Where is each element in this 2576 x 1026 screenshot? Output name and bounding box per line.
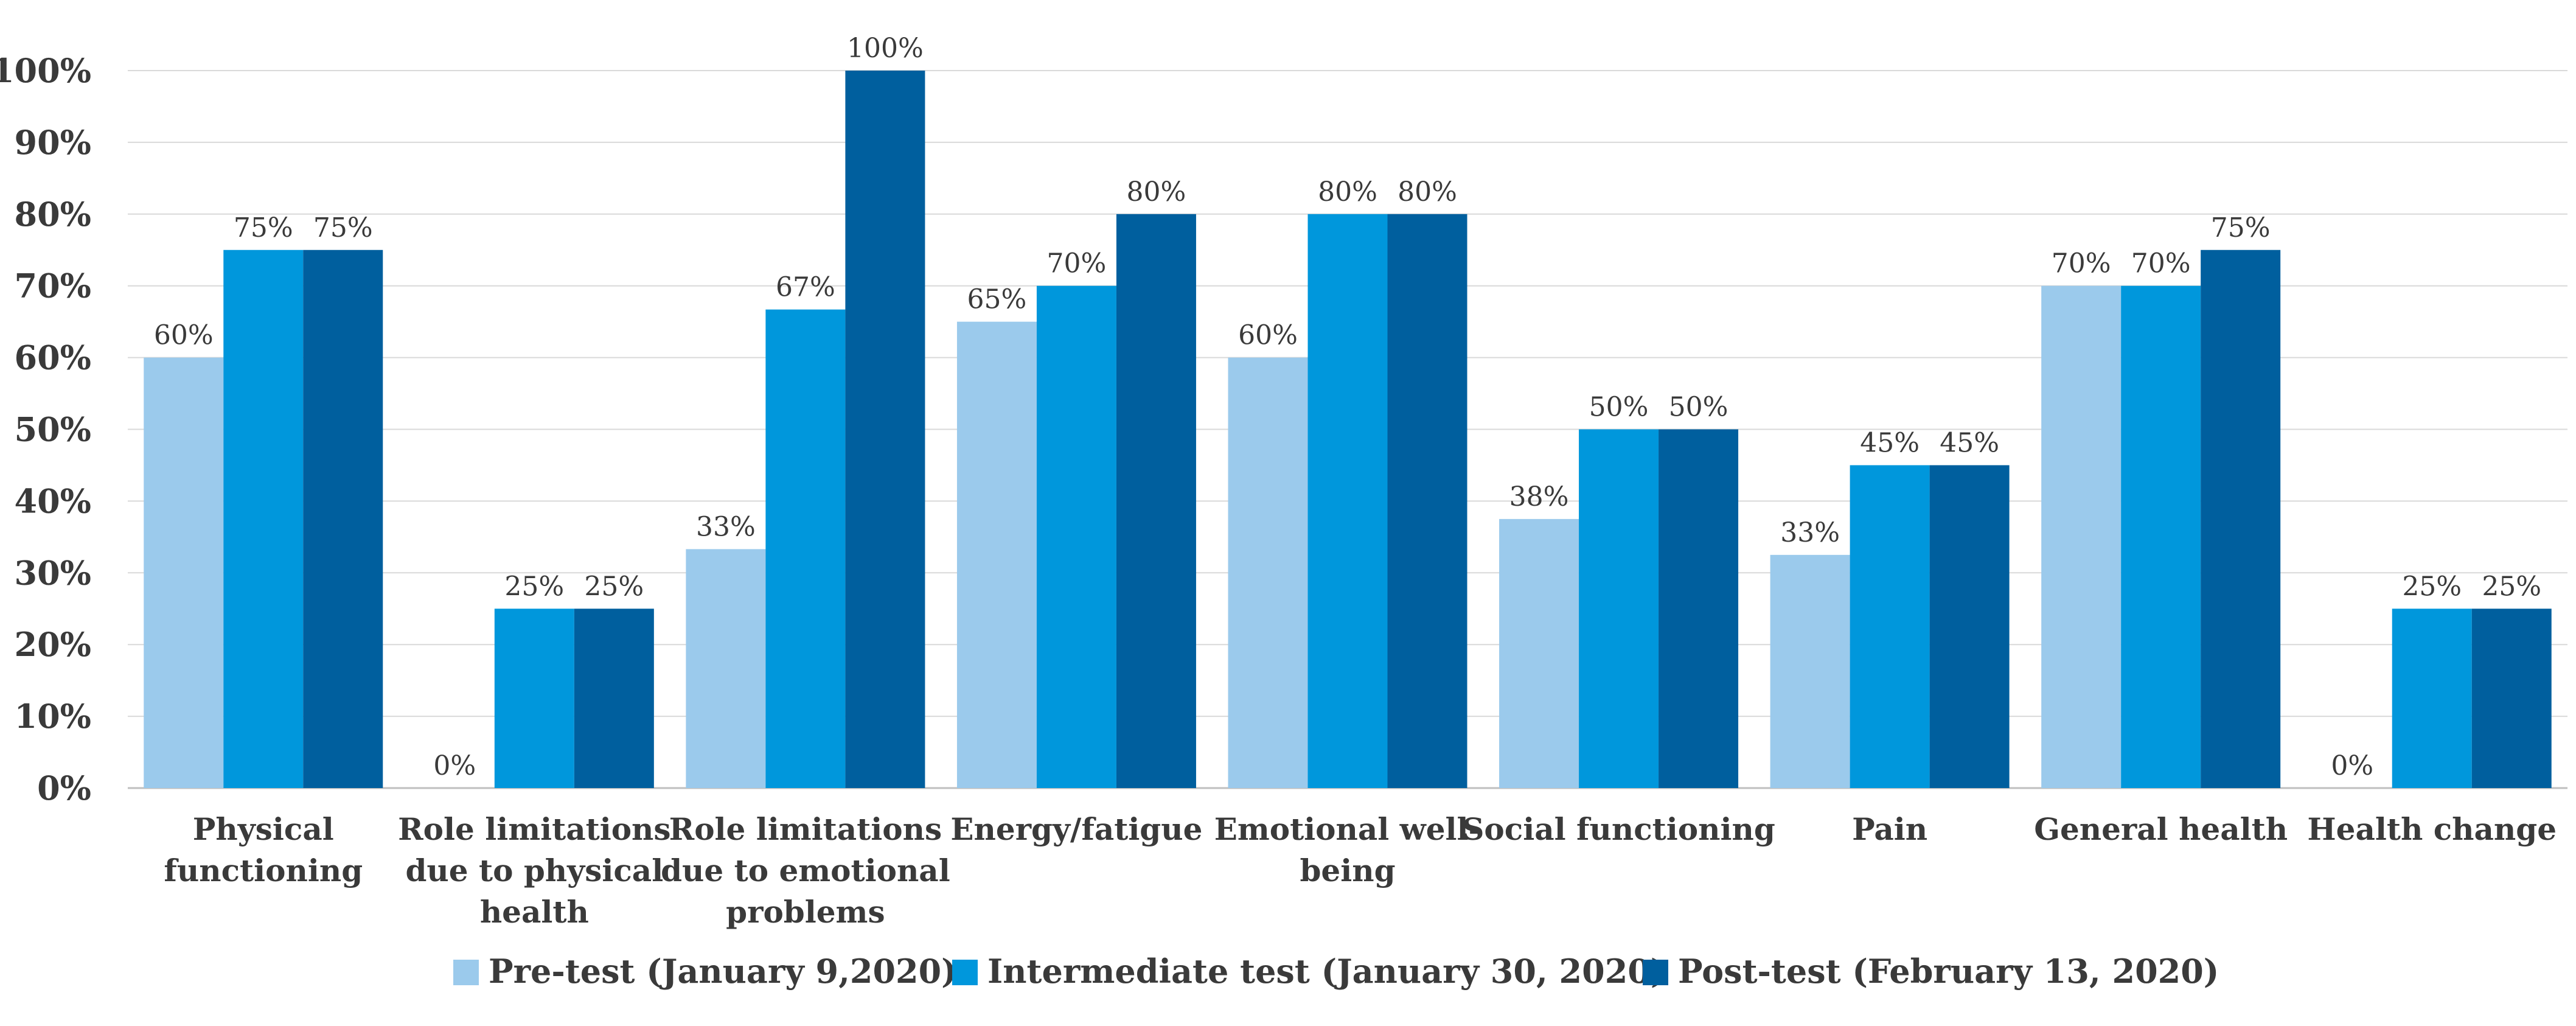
- y-tick-label: 10%: [15, 697, 91, 736]
- x-category-label: being: [1300, 853, 1395, 888]
- bar-intermediate-test: [1036, 285, 1116, 788]
- y-tick-label: 50%: [15, 410, 91, 449]
- data-label: 25%: [584, 571, 644, 602]
- y-tick-label: 20%: [15, 625, 91, 664]
- y-tick-label: 80%: [15, 195, 91, 234]
- legend-label: Post-test (February 13, 2020): [1678, 952, 2219, 991]
- x-category-label: health: [480, 894, 589, 930]
- bar-post-test: [1116, 214, 1196, 788]
- bar-pre-test: [686, 549, 766, 788]
- data-label: 70%: [1047, 248, 1107, 279]
- bar-pre-test: [956, 321, 1037, 788]
- bar-intermediate-test: [2392, 609, 2472, 788]
- legend-swatch: [952, 960, 978, 985]
- data-label: 33%: [1780, 517, 1840, 548]
- bar-post-test: [1929, 465, 2010, 788]
- data-label: 80%: [1127, 176, 1186, 208]
- bar-post-test: [303, 250, 383, 788]
- data-label: 75%: [2211, 212, 2271, 243]
- bar-post-test: [2471, 609, 2552, 788]
- data-label: 25%: [2402, 571, 2462, 602]
- data-label: 75%: [234, 212, 293, 243]
- legend-label: Pre-test (January 9,2020): [489, 952, 957, 991]
- data-label: 70%: [2052, 248, 2111, 279]
- bar-intermediate-test: [2121, 285, 2201, 788]
- data-label: 60%: [1238, 320, 1298, 351]
- bar-intermediate-test: [765, 309, 846, 788]
- x-category-label: functioning: [164, 853, 363, 888]
- bar-pre-test: [1770, 554, 1850, 788]
- data-label: 33%: [696, 511, 756, 542]
- y-tick-label: 30%: [15, 553, 91, 592]
- x-category-label: due to physical: [405, 853, 663, 888]
- x-category-label: Physical: [193, 811, 334, 847]
- x-category-label: due to emotional: [661, 853, 950, 888]
- data-label: 75%: [313, 212, 373, 243]
- bar-post-test: [1659, 429, 1739, 788]
- data-label: 45%: [1940, 427, 1999, 458]
- bar-intermediate-test: [223, 250, 304, 788]
- bar-pre-test: [144, 357, 224, 788]
- y-tick-label: 60%: [15, 338, 91, 377]
- data-label: 70%: [2131, 248, 2191, 279]
- x-category-label: Health change: [2307, 811, 2557, 847]
- data-label: 60%: [154, 320, 214, 351]
- data-label: 25%: [504, 571, 564, 602]
- data-label: 65%: [967, 284, 1027, 315]
- bar-pre-test: [1228, 357, 1308, 788]
- y-tick-label: 0%: [37, 769, 91, 808]
- x-category-label: problems: [726, 894, 885, 930]
- bar-post-test: [845, 71, 925, 788]
- x-category-label: Social functioning: [1462, 811, 1775, 847]
- legend-label: Intermediate test (January 30, 2020): [987, 952, 1666, 991]
- data-label: 67%: [776, 272, 835, 303]
- bar-post-test: [2201, 250, 2281, 788]
- y-tick-label: 100%: [0, 51, 91, 90]
- x-category-label: Role limitations: [398, 811, 670, 847]
- legend-swatch: [453, 960, 479, 985]
- y-tick-label: 40%: [15, 481, 91, 520]
- bar-intermediate-test: [1579, 429, 1659, 788]
- data-label: 50%: [1669, 392, 1728, 423]
- data-label: 45%: [1860, 427, 1920, 458]
- bar-pre-test: [1499, 518, 1579, 788]
- bar-post-test: [1387, 214, 1467, 788]
- data-label: 80%: [1318, 176, 1377, 208]
- bar-intermediate-test: [1307, 214, 1388, 788]
- y-tick-label: 90%: [15, 123, 91, 162]
- bar-intermediate-test: [1850, 465, 1930, 788]
- x-category-label: Role limitations: [669, 811, 942, 847]
- x-category-label: Emotional well-: [1214, 811, 1481, 847]
- data-label: 50%: [1589, 392, 1649, 423]
- y-tick-label: 70%: [15, 267, 91, 305]
- x-category-label: Pain: [1852, 811, 1927, 847]
- bar-intermediate-test: [494, 609, 574, 788]
- data-label: 38%: [1509, 481, 1569, 512]
- data-label: 0%: [433, 750, 476, 781]
- bar-pre-test: [2041, 285, 2122, 788]
- data-label: 0%: [2331, 750, 2373, 781]
- x-category-label: Energy/fatigue: [950, 811, 1202, 847]
- data-label: 100%: [847, 33, 924, 64]
- legend-swatch: [1643, 960, 1668, 985]
- data-label: 25%: [2482, 571, 2541, 602]
- data-label: 80%: [1398, 176, 1457, 208]
- bar-post-test: [574, 609, 654, 788]
- x-category-label: General health: [2034, 811, 2288, 847]
